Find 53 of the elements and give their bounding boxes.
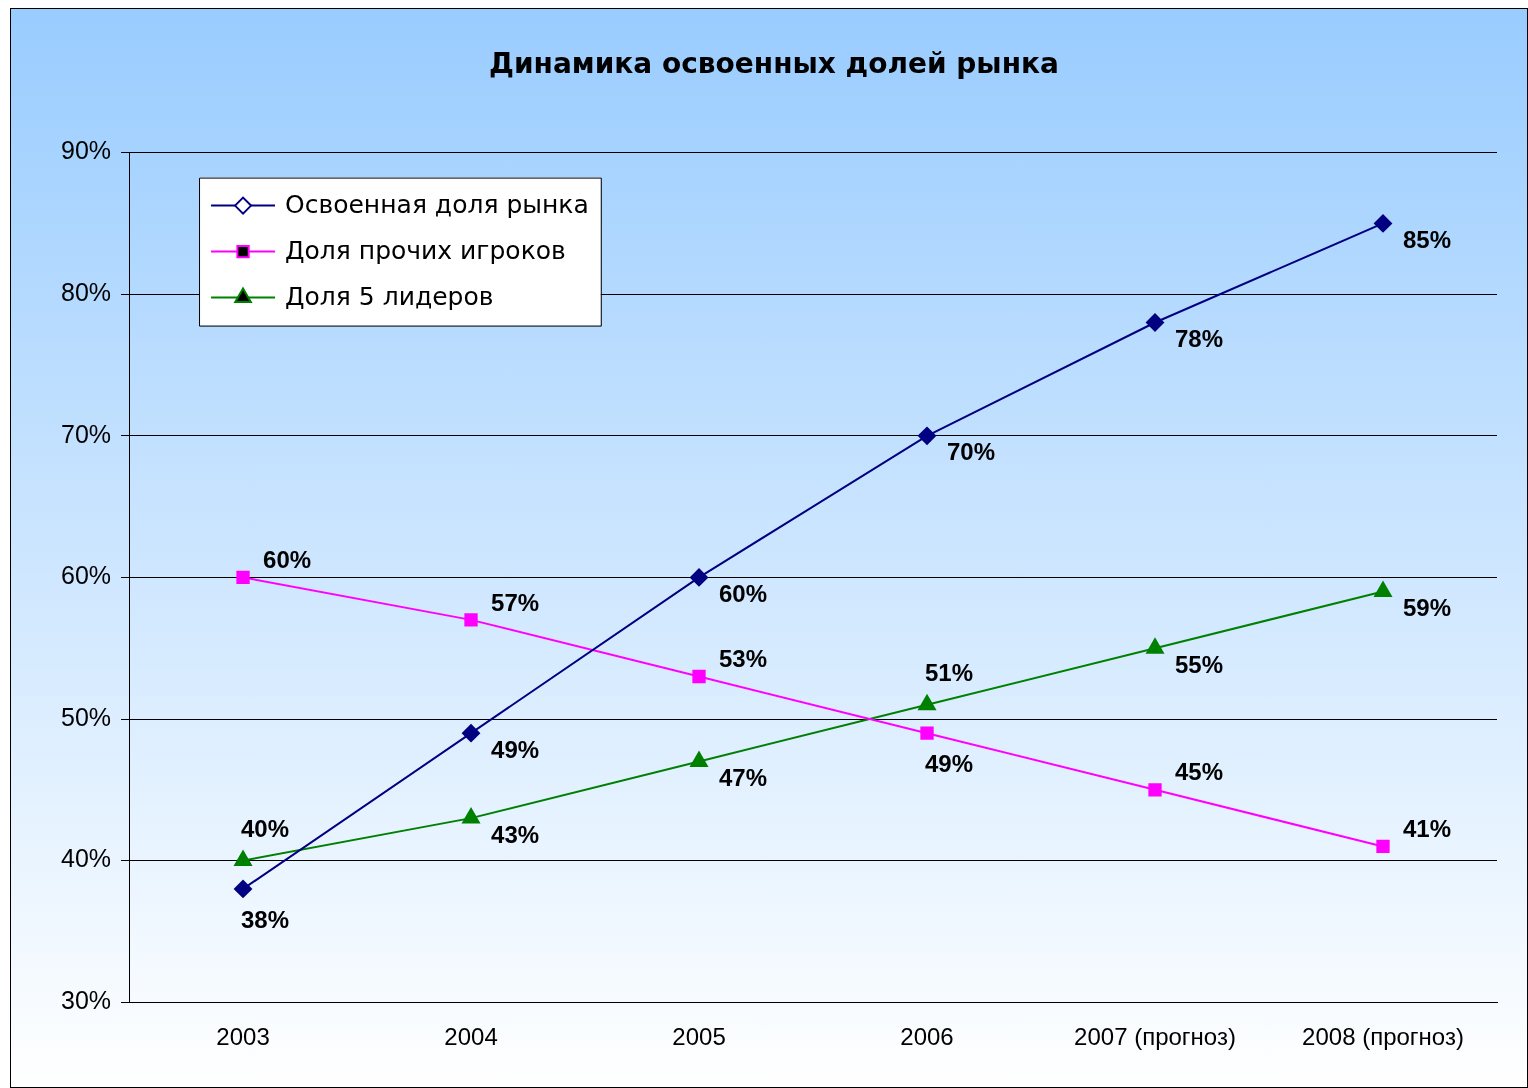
point <box>690 568 709 587</box>
point <box>462 808 480 824</box>
y-tick-label: 40% <box>60 844 112 873</box>
x-tick-label: 2008 (прогноз) <box>1302 1023 1464 1051</box>
data-label: 60% <box>719 580 768 608</box>
y-tick-label: 60% <box>60 561 112 590</box>
point <box>234 879 253 898</box>
data-label: 57% <box>491 588 540 616</box>
point <box>920 726 934 740</box>
data-label: 59% <box>1403 594 1452 622</box>
data-label: 41% <box>1403 815 1452 843</box>
point <box>464 613 478 627</box>
point <box>918 426 937 445</box>
chart-title: Динамика освоенных долей рынка <box>489 47 1059 81</box>
point <box>462 724 481 743</box>
data-label: 53% <box>719 645 768 673</box>
point <box>1148 783 1162 797</box>
point <box>1146 313 1165 332</box>
data-label: 45% <box>1175 758 1224 786</box>
legend-label: Доля прочих игроков <box>285 236 566 266</box>
y-tick-label: 30% <box>60 986 112 1015</box>
legend-label: Освоенная доля рынка <box>285 190 589 220</box>
data-label: 70% <box>947 438 996 466</box>
data-label: 43% <box>491 820 540 848</box>
point <box>234 850 252 867</box>
x-tick-label: 2003 <box>216 1023 270 1051</box>
x-tick-label: 2006 <box>900 1023 954 1051</box>
data-label: 47% <box>719 764 768 792</box>
data-label: 49% <box>491 735 540 763</box>
data-label: 85% <box>1403 226 1452 254</box>
y-tick-label: 90% <box>60 136 112 165</box>
data-label: 49% <box>924 749 974 777</box>
point <box>236 570 250 585</box>
y-tick-label: 50% <box>60 702 112 731</box>
point <box>1146 638 1164 654</box>
data-label: 38% <box>241 905 290 933</box>
point <box>918 694 936 711</box>
point <box>690 751 708 767</box>
data-label: 60% <box>263 546 312 574</box>
point <box>1376 839 1390 854</box>
legend-label: Доля 5 лидеров <box>285 282 494 312</box>
y-tick-label: 70% <box>60 419 112 448</box>
data-label: 55% <box>1175 650 1224 678</box>
data-label: 51% <box>924 659 974 687</box>
data-label: 40% <box>241 815 290 843</box>
point <box>692 669 706 684</box>
x-tick-label: 2007 (прогноз) <box>1074 1023 1236 1051</box>
point <box>1374 214 1392 233</box>
y-tick-label: 80% <box>60 278 112 307</box>
point <box>1374 581 1392 598</box>
data-label: 78% <box>1175 325 1224 353</box>
x-tick-label: 2005 <box>672 1023 726 1051</box>
x-tick-label: 2004 <box>444 1023 498 1051</box>
